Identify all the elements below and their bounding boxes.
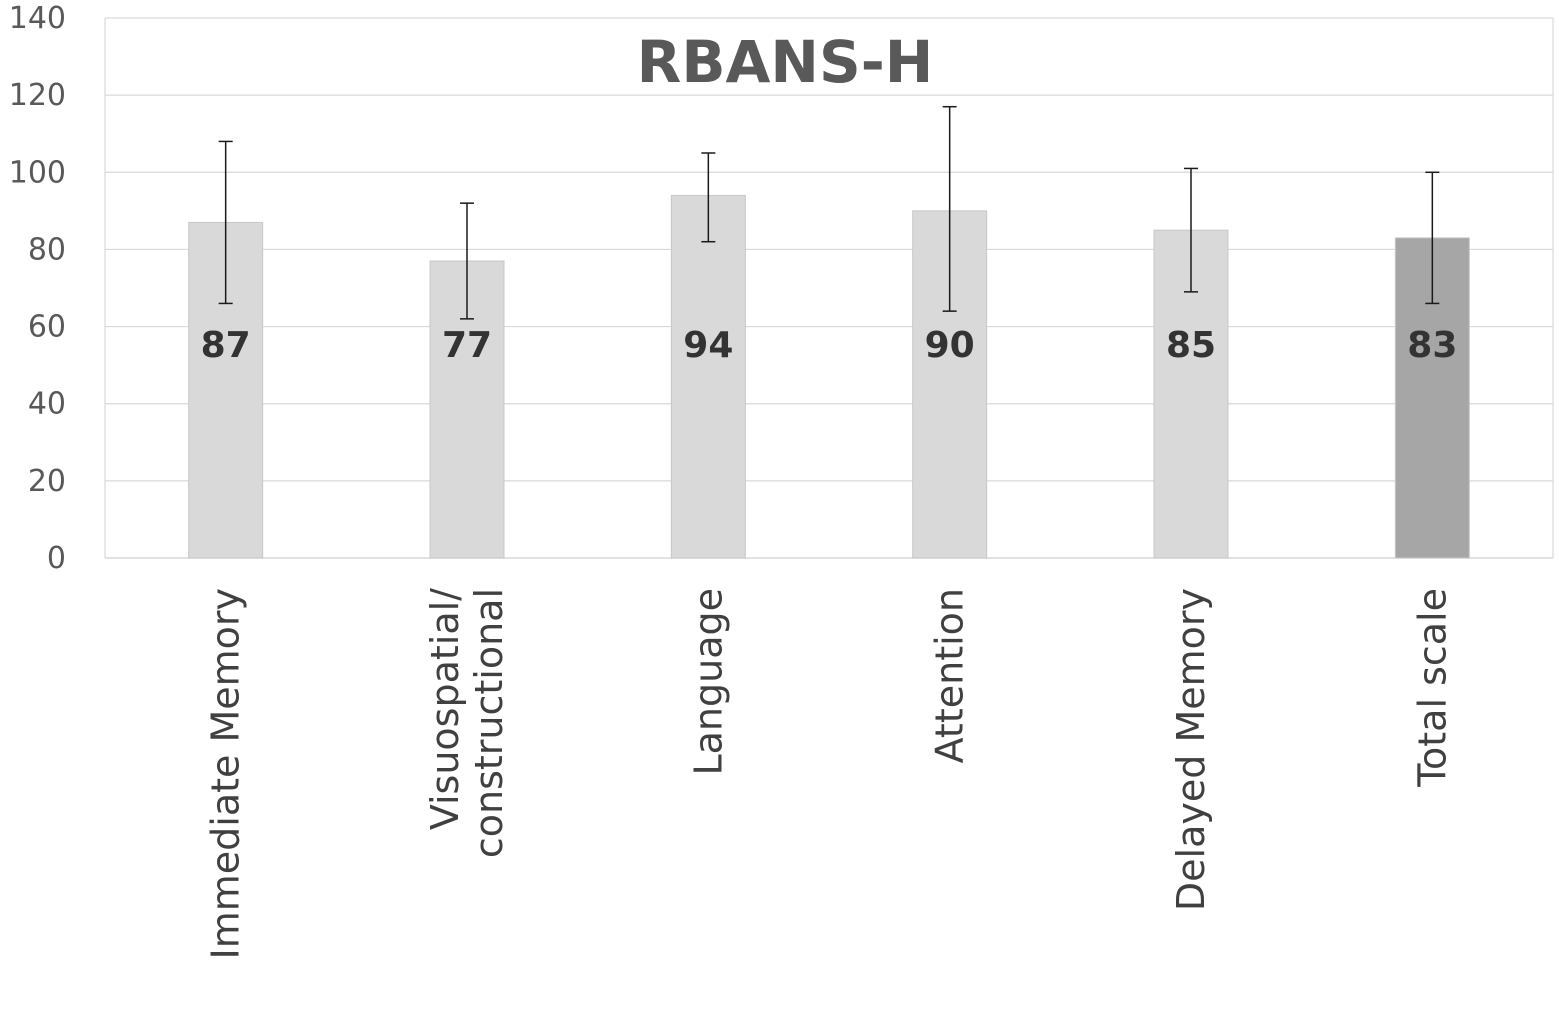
category-label-line: constructional xyxy=(467,588,511,858)
y-tick-label: 20 xyxy=(28,464,66,499)
y-tick-label: 100 xyxy=(9,155,66,190)
data-labels: 87 77 94 90 85 83 xyxy=(201,325,1458,366)
error-bars xyxy=(218,105,1440,320)
chart-title: RBANS-H xyxy=(637,28,934,96)
category-label: Attention xyxy=(928,588,972,763)
bar xyxy=(670,194,746,559)
y-tick-label: 60 xyxy=(28,310,66,345)
y-tick-label: 120 xyxy=(9,78,66,113)
data-label: 94 xyxy=(683,325,733,366)
category-labels: Immediate Memory Visuospatial/constructio… xyxy=(204,588,1455,960)
y-tick-label: 0 xyxy=(47,541,66,576)
category-label: Language xyxy=(686,588,730,776)
category-label: Immediate Memory xyxy=(204,588,248,959)
category-label: Total scale xyxy=(1410,588,1454,788)
category-label-line: Attention xyxy=(928,588,972,763)
y-tick-label: 80 xyxy=(28,232,66,267)
category-label-line: Delayed Memory xyxy=(1169,588,1213,911)
data-label: 87 xyxy=(201,325,251,366)
gridlines xyxy=(104,17,1554,559)
category-label-line: Immediate Memory xyxy=(204,588,248,959)
data-label: 83 xyxy=(1407,325,1457,366)
category-label-line: Total scale xyxy=(1410,588,1454,788)
y-axis-tick-labels: 0 20 40 60 80 100 120 140 xyxy=(9,1,66,576)
y-tick-label: 40 xyxy=(28,387,66,422)
category-label: Delayed Memory xyxy=(1169,588,1213,911)
category-label-line: Language xyxy=(686,588,730,776)
y-tick-label: 140 xyxy=(9,1,66,36)
category-label-line: Visuospatial/ xyxy=(423,588,467,830)
data-label: 77 xyxy=(442,325,492,366)
data-label: 85 xyxy=(1166,325,1216,366)
category-label: Visuospatial/constructional xyxy=(423,588,511,858)
data-label: 90 xyxy=(925,325,975,366)
